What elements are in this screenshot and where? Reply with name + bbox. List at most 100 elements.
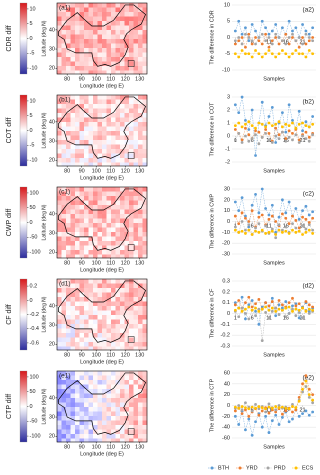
map-cell <box>57 7 62 13</box>
map-cell <box>129 99 134 105</box>
map-cell <box>111 402 116 408</box>
data-point <box>270 419 274 423</box>
map-cell <box>93 310 98 316</box>
map-cell <box>88 434 94 439</box>
map-cell <box>84 95 89 100</box>
map-cell <box>70 283 76 289</box>
map-cell <box>133 279 139 284</box>
map-cell <box>70 122 76 127</box>
map-cell <box>133 113 139 118</box>
map-cell <box>97 126 103 132</box>
map-cell <box>102 149 107 154</box>
map-cell <box>84 43 89 49</box>
data-point <box>284 137 288 141</box>
map-cell <box>111 227 116 233</box>
map-cell <box>57 315 62 320</box>
map-cell <box>102 214 107 219</box>
map-cell <box>111 66 116 71</box>
data-point <box>257 307 261 311</box>
map-cell <box>61 158 67 163</box>
map-cell <box>138 416 143 421</box>
data-point <box>264 132 267 135</box>
map-cell <box>84 113 89 118</box>
map-cell <box>57 402 62 408</box>
y-tick-label: 3 <box>227 94 230 100</box>
map-cell <box>133 420 139 426</box>
x-tick-label: 90 <box>79 260 85 266</box>
map-cell <box>133 236 139 242</box>
data-point <box>274 309 278 313</box>
data-point <box>244 52 247 56</box>
map-cell <box>93 209 98 215</box>
map-cell <box>142 16 148 22</box>
map-cell <box>75 232 80 237</box>
series-line <box>235 297 313 325</box>
map-cell <box>133 227 139 233</box>
data-point <box>264 311 267 314</box>
map-cell <box>129 254 134 259</box>
data-point <box>240 36 244 39</box>
map-cell <box>120 66 125 71</box>
map-cell <box>129 12 134 17</box>
map-cell <box>57 191 62 197</box>
x-tick-label: 1 <box>234 39 237 45</box>
data-point <box>307 221 311 224</box>
map-cell <box>97 34 103 40</box>
map-cell <box>79 337 85 343</box>
map-cell <box>88 39 94 44</box>
map-cell <box>57 375 62 381</box>
map-cell <box>61 7 67 13</box>
map-cell <box>115 126 121 132</box>
data-point <box>233 103 237 107</box>
map-cell <box>111 301 116 307</box>
map-cell <box>97 149 103 154</box>
map-cell <box>142 297 148 302</box>
data-point <box>297 226 301 230</box>
data-point <box>270 42 274 46</box>
data-point <box>257 405 261 408</box>
data-point <box>267 411 271 415</box>
map-cell <box>120 371 125 376</box>
map-cell <box>133 254 139 259</box>
map-cell <box>84 70 89 75</box>
map-cell <box>61 187 67 192</box>
map-cell <box>133 61 139 67</box>
map-cell <box>120 393 125 399</box>
map-cell <box>79 200 85 206</box>
map-cell <box>120 346 125 351</box>
map-cell <box>84 315 89 320</box>
data-point <box>267 138 271 142</box>
map-cell <box>61 223 67 228</box>
panel-label: (a1) <box>59 5 71 12</box>
map-cell <box>79 425 85 430</box>
data-point <box>304 120 308 124</box>
map-cell <box>129 333 134 338</box>
map-cell <box>75 61 80 67</box>
data-point <box>270 229 274 233</box>
map-cell <box>93 324 98 329</box>
map-cell <box>133 34 139 40</box>
data-point <box>267 121 271 125</box>
map-cell <box>138 389 143 394</box>
map-cell <box>102 122 107 127</box>
map-cell <box>111 223 116 228</box>
map-cell <box>138 398 143 403</box>
map-cell <box>70 438 76 443</box>
map-cell <box>111 52 116 58</box>
map-cell <box>133 117 139 123</box>
x-tick-label: 16 <box>283 315 289 321</box>
map-cell <box>106 30 112 35</box>
map-cell <box>111 434 116 439</box>
data-point <box>254 42 257 46</box>
data-point <box>277 299 281 302</box>
map-cell <box>97 306 103 311</box>
map-cell <box>66 402 71 408</box>
map-cell <box>61 254 67 259</box>
map-cell <box>120 310 125 316</box>
x-tick-label: 80 <box>64 260 70 266</box>
map-cell <box>120 191 125 197</box>
map-cell <box>138 319 143 325</box>
map-cell <box>75 39 80 44</box>
map-cell <box>61 30 67 35</box>
map-cell <box>93 315 98 320</box>
